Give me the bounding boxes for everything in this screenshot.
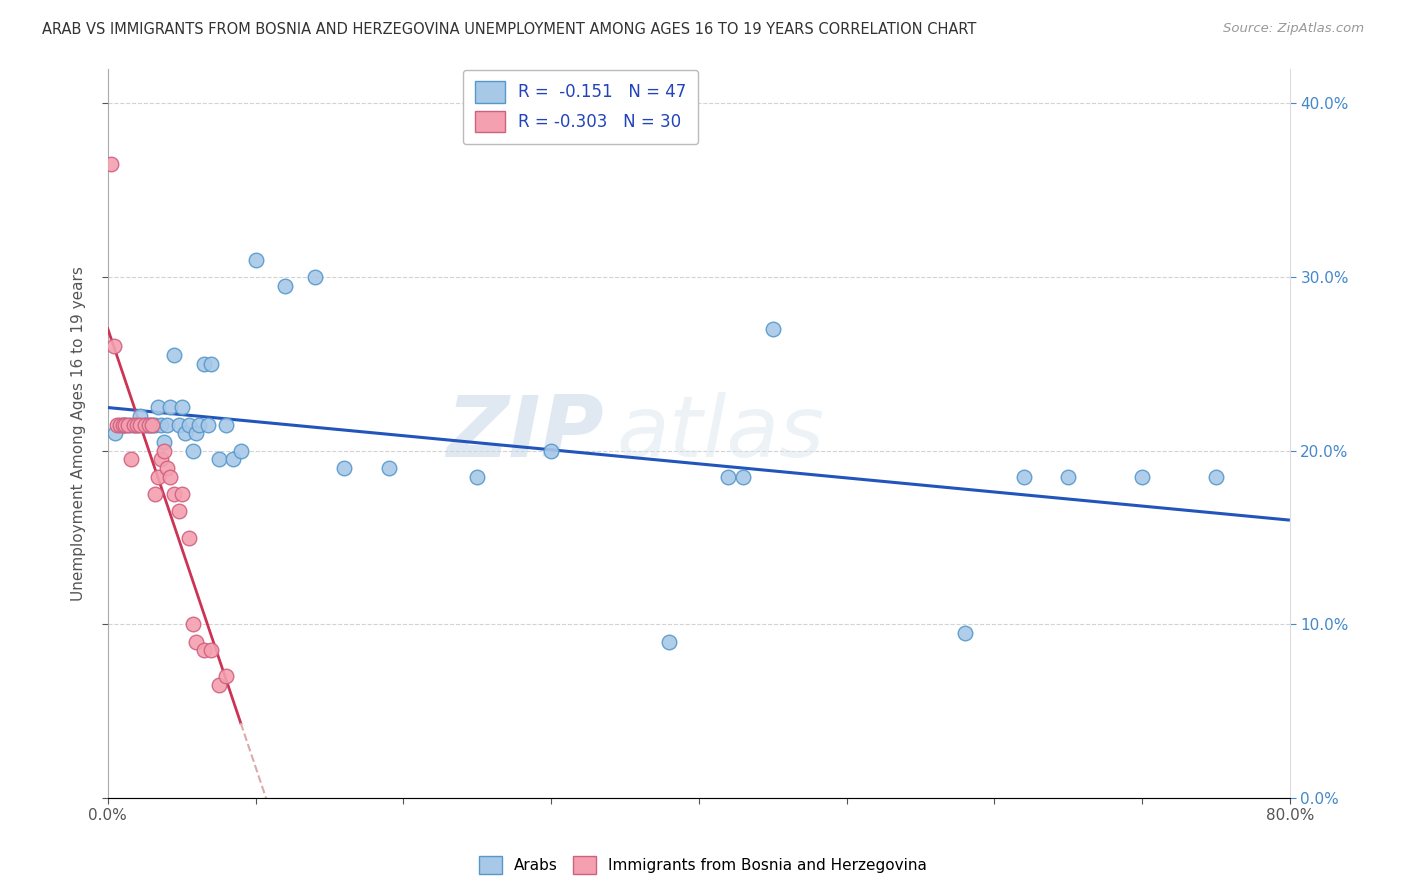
Point (170, 487, 193, 501)
Point (120, 452, 142, 467)
Point (156, 461, 179, 475)
Point (1012, 469, 1035, 483)
Point (111, 417, 134, 432)
Point (167, 417, 190, 432)
Point (193, 357, 215, 371)
Point (200, 643, 222, 657)
Point (333, 461, 356, 475)
Point (245, 252, 267, 267)
Point (143, 417, 166, 432)
Point (197, 417, 219, 432)
Point (274, 278, 297, 293)
Point (465, 469, 488, 483)
Point (129, 417, 152, 432)
Point (159, 469, 181, 483)
Point (146, 469, 169, 483)
Point (100, 157, 122, 171)
Point (108, 417, 131, 432)
Point (138, 417, 160, 432)
Point (149, 417, 172, 432)
Point (156, 417, 179, 432)
Point (118, 417, 141, 432)
Point (177, 417, 200, 432)
Point (1205, 469, 1227, 483)
Text: Source: ZipAtlas.com: Source: ZipAtlas.com (1223, 22, 1364, 36)
Point (540, 443, 562, 458)
Point (170, 401, 193, 415)
Point (143, 487, 166, 501)
Point (146, 401, 169, 415)
Point (167, 504, 190, 518)
Point (1130, 469, 1153, 483)
Point (229, 443, 252, 458)
Point (953, 626, 976, 640)
Legend: R =  -0.151   N = 47, R = -0.303   N = 30: R = -0.151 N = 47, R = -0.303 N = 30 (463, 70, 699, 144)
Point (304, 269, 326, 284)
Point (138, 417, 160, 432)
Point (114, 417, 136, 432)
Point (163, 487, 186, 501)
Point (129, 409, 152, 423)
Point (222, 452, 245, 467)
Point (215, 417, 238, 432)
Point (103, 339, 125, 353)
Point (200, 357, 222, 371)
Point (117, 417, 139, 432)
Point (173, 426, 195, 441)
Point (153, 443, 176, 458)
Point (134, 417, 156, 432)
Point (153, 434, 176, 449)
Point (114, 417, 136, 432)
Point (377, 461, 399, 475)
Point (163, 348, 186, 362)
Point (762, 322, 785, 336)
Point (159, 401, 181, 415)
Text: ARAB VS IMMIGRANTS FROM BOSNIA AND HERZEGOVINA UNEMPLOYMENT AMONG AGES 16 TO 19 : ARAB VS IMMIGRANTS FROM BOSNIA AND HERZE… (42, 22, 977, 37)
Point (717, 469, 740, 483)
Point (111, 417, 134, 432)
Legend: Arabs, Immigrants from Bosnia and Herzegovina: Arabs, Immigrants from Bosnia and Herzeg… (472, 850, 934, 880)
Point (134, 417, 156, 432)
Point (186, 634, 208, 648)
Point (105, 417, 128, 432)
Text: ZIP: ZIP (447, 392, 605, 475)
Point (207, 678, 229, 692)
Point (124, 417, 146, 432)
Y-axis label: Unemployment Among Ages 16 to 19 years: Unemployment Among Ages 16 to 19 years (72, 266, 86, 600)
Point (149, 452, 172, 467)
Point (141, 417, 163, 432)
Point (658, 634, 681, 648)
Point (124, 417, 146, 432)
Point (1057, 469, 1080, 483)
Point (733, 469, 755, 483)
Point (141, 417, 163, 432)
Point (104, 426, 127, 441)
Point (186, 426, 208, 441)
Point (207, 452, 229, 467)
Point (188, 417, 211, 432)
Point (183, 443, 205, 458)
Point (127, 417, 149, 432)
Point (193, 643, 215, 657)
Point (183, 617, 205, 632)
Text: atlas: atlas (616, 392, 824, 475)
Point (127, 417, 149, 432)
Point (215, 669, 238, 683)
Point (177, 531, 200, 545)
